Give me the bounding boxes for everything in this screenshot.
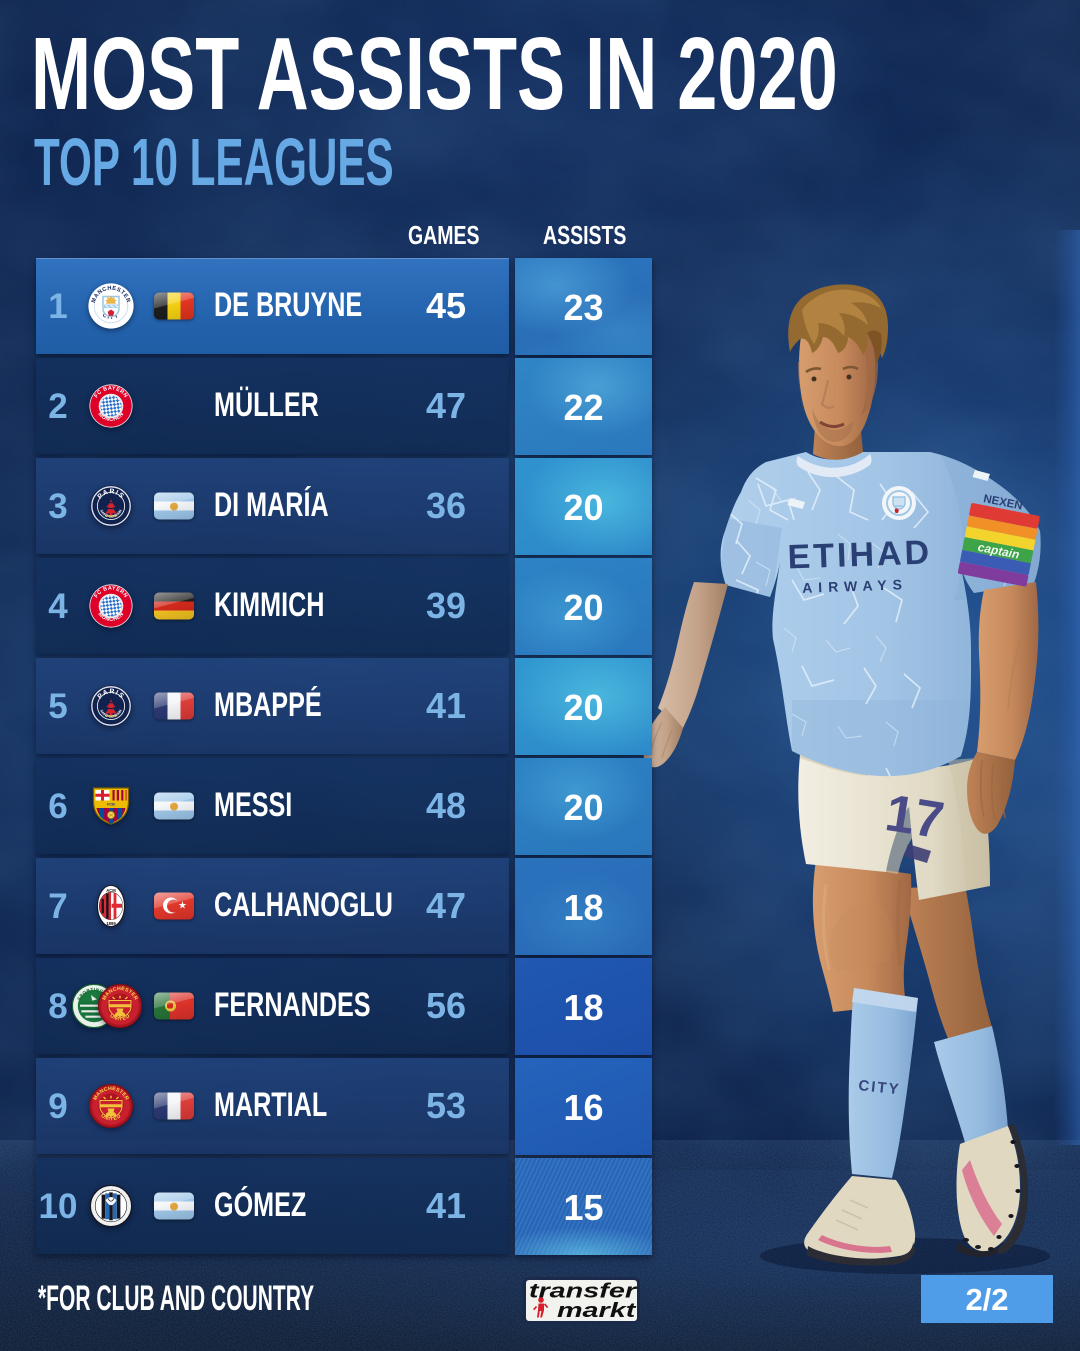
svg-text:FCB: FCB [107, 803, 115, 807]
svg-text:transfer: transfer [529, 1281, 637, 1303]
svg-text:ETIHAD: ETIHAD [787, 533, 933, 576]
svg-text:17: 17 [882, 784, 948, 850]
svg-text:markt: markt [557, 1300, 637, 1321]
svg-text:ACM: ACM [106, 888, 116, 893]
svg-text:PARIS: PARIS [97, 688, 126, 700]
svg-text:1899: 1899 [106, 921, 116, 926]
svg-text:AIRWAYS: AIRWAYS [802, 576, 908, 596]
svg-text:CITY: CITY [858, 1077, 902, 1098]
svg-text:PARIS: PARIS [97, 488, 126, 500]
